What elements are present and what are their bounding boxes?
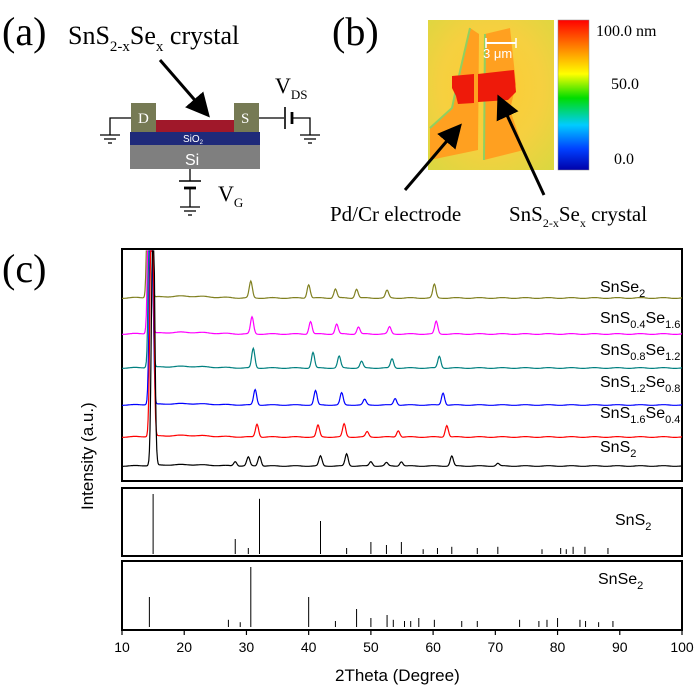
reference-label: SnSe2 [598, 571, 643, 592]
series-line-SnS2 [122, 250, 682, 467]
x-tick-label: 70 [488, 639, 504, 655]
si-label: Si [185, 152, 199, 169]
source-wire [259, 117, 311, 135]
x-tick-label: 50 [363, 639, 379, 655]
xrd-series: SnSe2 SnS0.4Se1.6 SnS0.8Se1.2 SnS1.2Se0.8 Sn… [122, 250, 683, 467]
crystal-flake-left [452, 74, 474, 104]
crystal-arrow-a [158, 59, 210, 118]
reference-frame-sns2 [121, 487, 683, 557]
colorbar [557, 19, 590, 171]
vg-label: VG [218, 181, 243, 210]
sio2-label: SiO2 [183, 134, 204, 146]
x-tick-label: 10 [114, 639, 130, 655]
drain-electrode [131, 103, 156, 132]
series-line-SnS1.6Se0.4 [122, 250, 682, 438]
series-label: SnS1.2Se0.8 [600, 374, 680, 395]
crystal-label-a: SnS2-xSex crystal [68, 21, 239, 55]
panel-c: (c) SnSe2 SnS0.4Se1.6 SnS0.8Se1.2 SnS1.2Se0… [2, 246, 694, 685]
series-label: SnS0.8Se1.2 [600, 342, 680, 363]
series-label: SnS0.4Se1.6 [600, 310, 680, 331]
colorbar-tick-mid: 50.0 [611, 76, 639, 93]
drain-wire [109, 117, 131, 135]
xrd-plot-frame [121, 248, 683, 482]
series-label: SnS1.6Se0.4 [600, 405, 680, 426]
source-label: S [241, 111, 249, 127]
crystal-layer [156, 120, 234, 132]
series-line-SnS0.8Se1.2 [122, 250, 682, 369]
electrode-arrow [403, 123, 462, 191]
source-electrode [234, 103, 259, 132]
reference-label: SnS2 [615, 512, 651, 533]
panel-b: (b) 3 μm 100.0 nm 50.0 0.0 Pd/Cr electro… [330, 9, 657, 230]
panel-b-label: (b) [332, 9, 379, 54]
battery-symbol [179, 180, 201, 190]
x-axis-label: 2Theta (Degree) [335, 666, 460, 685]
panel-a: (a) SnS2-xSex crystal Si SiO2 D S VDS [2, 9, 320, 216]
y-axis-label: Intensity (a.u.) [78, 402, 97, 510]
crystal-flake-right [478, 70, 516, 102]
ground-symbol [100, 134, 120, 144]
scale-bar-label: 3 μm [483, 46, 512, 61]
sio2-layer [130, 132, 260, 145]
x-tick-label: 80 [550, 639, 566, 655]
crystal-arrow-b [496, 94, 546, 196]
x-tick-label: 20 [176, 639, 192, 655]
crystal-label-b: SnS2-xSex crystal [509, 202, 647, 230]
x-axis: 10 20 30 40 50 60 70 80 90 100 [114, 630, 694, 655]
ground-symbol [180, 206, 200, 216]
battery-symbol [284, 107, 294, 129]
si-substrate [130, 145, 260, 169]
panel-c-label: (c) [2, 246, 46, 291]
series-line-SnS0.4Se1.6 [122, 250, 682, 335]
x-tick-label: 40 [301, 639, 317, 655]
ground-symbol [300, 134, 320, 144]
electrode-label: Pd/Cr electrode [330, 202, 461, 226]
series-label: SnS2 [600, 439, 636, 460]
panel-a-label: (a) [2, 9, 46, 54]
drain-label: D [138, 111, 149, 127]
reference-sticks: SnS2 SnSe2 [148, 494, 651, 627]
reference-frame-snse2 [121, 560, 683, 631]
x-tick-label: 60 [425, 639, 441, 655]
series-line-SnSe2 [122, 250, 683, 299]
colorbar-tick-min: 0.0 [614, 151, 634, 168]
series-line-SnS1.2Se0.8 [122, 250, 682, 406]
series-label: SnSe2 [600, 279, 645, 300]
vds-label: VDS [275, 73, 308, 102]
colorbar-tick-max: 100.0 nm [596, 23, 657, 40]
x-tick-label: 100 [670, 639, 694, 655]
x-tick-label: 90 [612, 639, 628, 655]
x-tick-label: 30 [239, 639, 255, 655]
